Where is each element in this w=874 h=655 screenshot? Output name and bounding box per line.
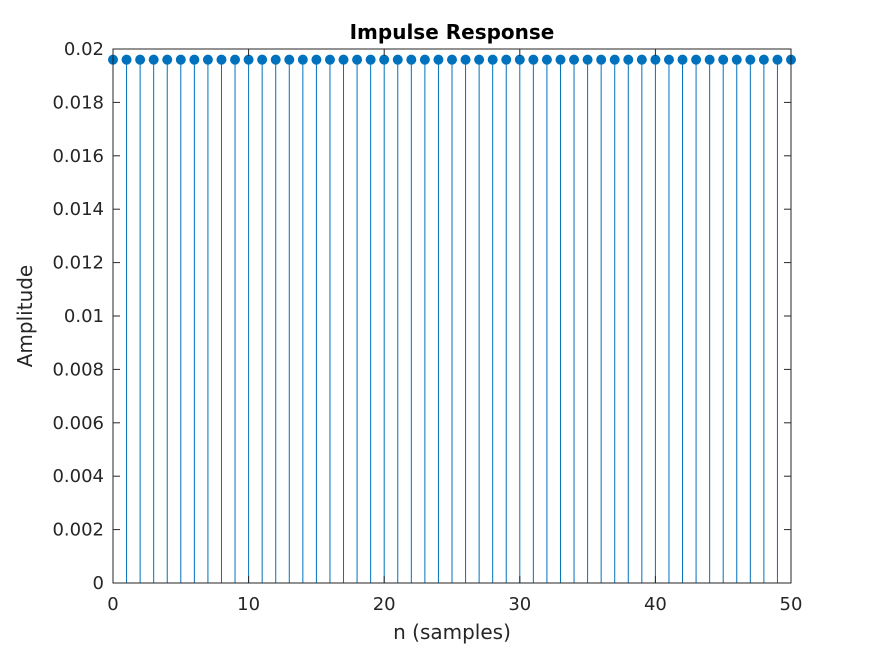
- stem-marker: [596, 54, 607, 65]
- stem-marker: [718, 54, 729, 65]
- stem-marker: [148, 54, 159, 65]
- stem-marker: [555, 54, 566, 65]
- stem-marker: [623, 54, 634, 65]
- x-tick-label: 30: [508, 594, 531, 615]
- stem-marker: [609, 54, 620, 65]
- stem-marker: [175, 54, 186, 65]
- stem-marker: [650, 54, 661, 65]
- stem-marker: [636, 54, 647, 65]
- stem-marker: [745, 54, 756, 65]
- stem-marker: [230, 54, 241, 65]
- y-tick-label: 0.012: [52, 253, 104, 274]
- stem-marker: [460, 54, 471, 65]
- chart-axes: 0 10 20 30 40 50 0 0.002 0.004 0.006 0.008 0.01 0.01…: [52, 39, 802, 615]
- stem-marker: [677, 54, 688, 65]
- x-tick-label: 10: [237, 594, 260, 615]
- y-tick-label: 0.018: [52, 92, 104, 113]
- stem-marker: [162, 54, 173, 65]
- y-tick-label: 0.006: [52, 413, 104, 434]
- chart-marks: [108, 54, 796, 583]
- stem-marker: [406, 54, 417, 65]
- y-tick-label: 0.004: [52, 466, 104, 487]
- x-tick-label: 20: [373, 594, 396, 615]
- stem-marker: [582, 54, 593, 65]
- stem-marker: [758, 54, 769, 65]
- y-tick-label: 0.014: [52, 199, 104, 220]
- stem-marker: [392, 54, 403, 65]
- stem-marker: [311, 54, 322, 65]
- y-tick-label: 0.01: [64, 306, 104, 327]
- stem-marker: [202, 54, 213, 65]
- y-tick-label: 0.002: [52, 520, 104, 541]
- stem-marker: [379, 54, 390, 65]
- stem-marker: [352, 54, 363, 65]
- stem-marker: [447, 54, 457, 65]
- chart-title: Impulse Response: [350, 20, 555, 44]
- x-axis-label: n (samples): [393, 620, 511, 644]
- x-tick-label: 50: [780, 594, 803, 615]
- stem-marker: [474, 54, 485, 65]
- y-tick-label: 0.016: [52, 146, 104, 167]
- stem-marker: [541, 54, 552, 65]
- stem-marker: [433, 54, 444, 65]
- stem-marker: [270, 54, 281, 65]
- stem-marker: [731, 54, 742, 65]
- y-tick-label: 0: [93, 573, 104, 594]
- stem-marker: [365, 54, 376, 65]
- chart-labels: Impulse Response n (samples) Amplitude: [13, 20, 554, 644]
- stem-marker: [487, 54, 498, 65]
- stem-marker: [243, 54, 254, 65]
- stem-marker: [501, 54, 512, 65]
- stem-marker: [121, 54, 132, 65]
- stem-marker: [569, 54, 580, 65]
- stem-marker: [691, 54, 702, 65]
- stem-marker: [324, 54, 335, 65]
- y-tick-label: 0.02: [64, 39, 104, 60]
- stem-marker: [772, 54, 783, 65]
- stem-marker: [704, 54, 715, 65]
- stem-marker: [514, 54, 525, 65]
- stem-marker: [419, 54, 430, 65]
- stem-marker: [297, 54, 308, 65]
- stem-marker: [663, 54, 674, 65]
- stem-marker: [189, 54, 200, 65]
- stem-marker: [135, 54, 146, 65]
- x-tick-label: 40: [644, 594, 667, 615]
- stem-marker: [216, 54, 227, 65]
- stem-marker: [528, 54, 539, 65]
- y-tick-label: 0.008: [52, 359, 104, 380]
- x-tick-label: 0: [107, 594, 118, 615]
- stem-marker: [338, 54, 349, 65]
- stem-marker: [257, 54, 268, 65]
- y-axis-label: Amplitude: [13, 265, 37, 368]
- stem-marker: [284, 54, 295, 65]
